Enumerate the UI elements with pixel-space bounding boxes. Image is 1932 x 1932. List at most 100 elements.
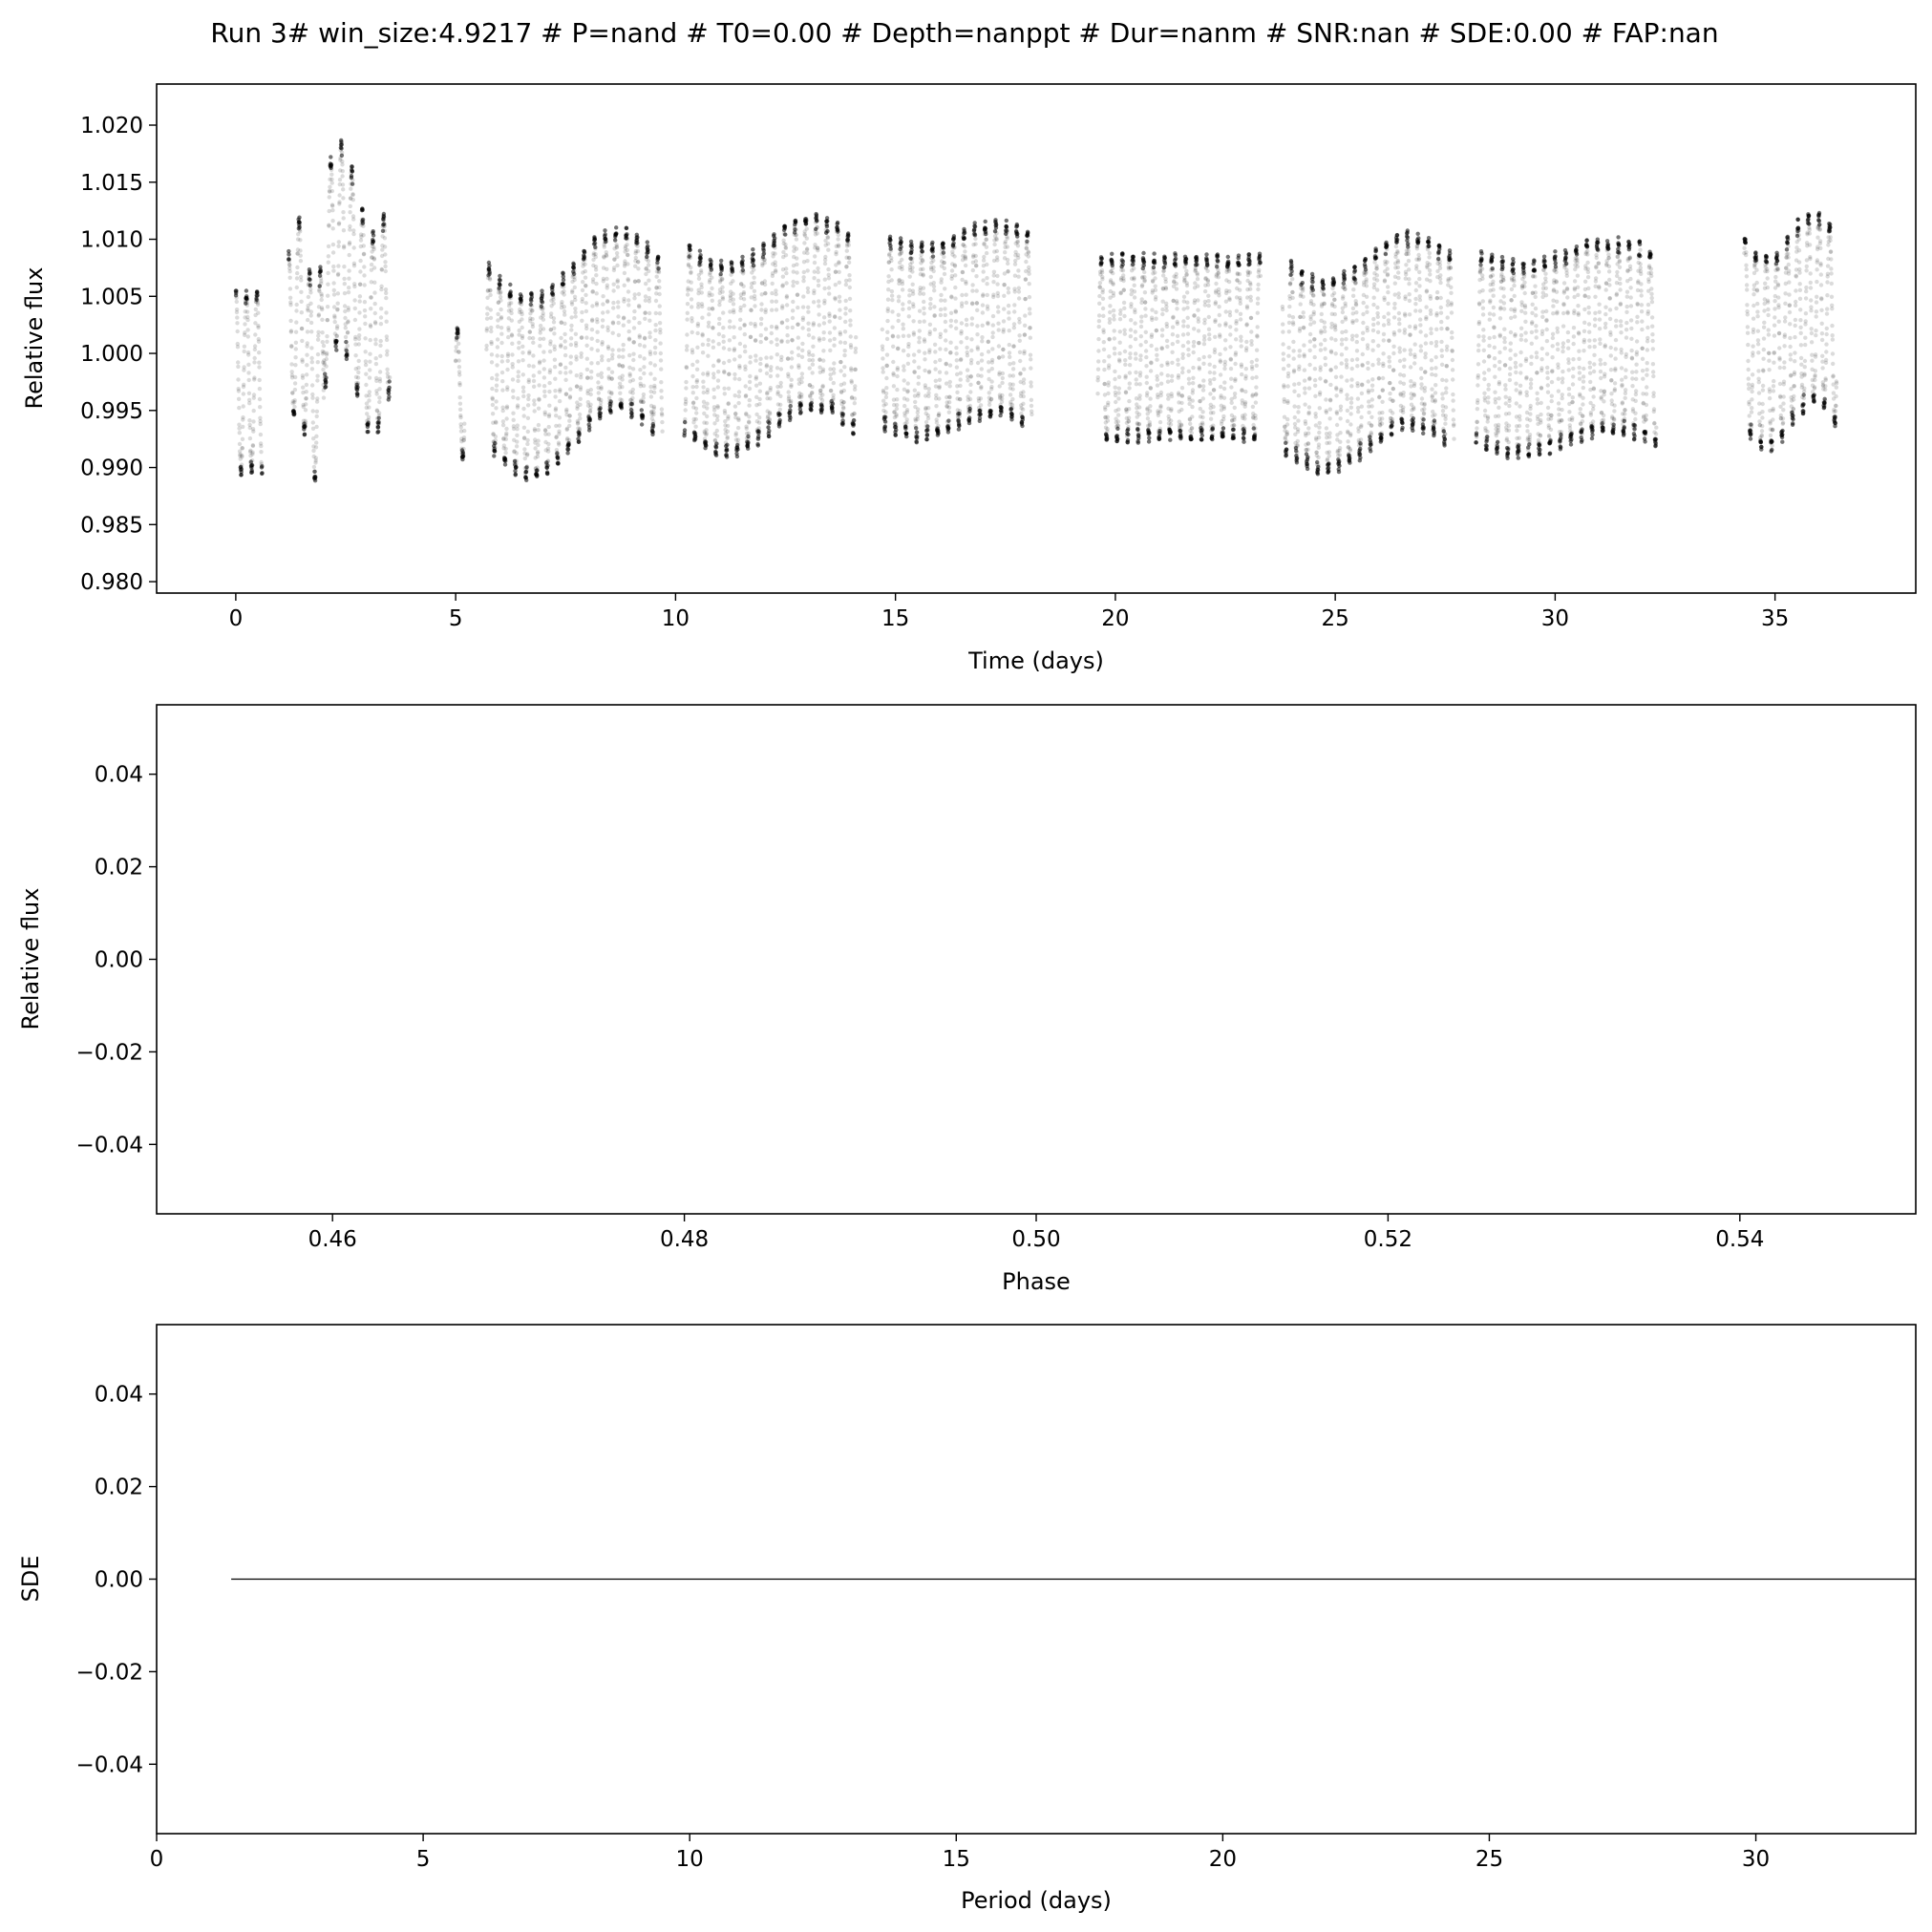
light-curve-point <box>838 299 842 304</box>
light-curve-point <box>723 423 728 428</box>
light-curve-point <box>1317 406 1323 411</box>
light-curve-point <box>1157 426 1163 431</box>
light-curve-point <box>1228 332 1233 337</box>
light-curve-point <box>627 352 632 358</box>
light-curve-point <box>704 428 709 433</box>
light-curve-point <box>1016 296 1022 301</box>
light-curve-point <box>1007 329 1011 333</box>
light-curve-point <box>937 411 942 416</box>
light-curve-point <box>323 384 329 390</box>
light-curve-point <box>1164 324 1170 329</box>
light-curve-point <box>832 326 838 330</box>
light-curve-point <box>1106 400 1111 405</box>
light-curve-point <box>456 365 462 370</box>
light-curve-point <box>1107 337 1112 342</box>
light-curve-point <box>684 365 689 370</box>
light-curve-point <box>322 358 327 363</box>
light-curve-point <box>1307 348 1312 353</box>
light-curve-point <box>1313 383 1318 388</box>
light-curve-point <box>383 287 389 292</box>
light-curve-point <box>687 251 691 256</box>
light-curve-point <box>884 352 890 357</box>
light-curve-point <box>334 338 339 344</box>
light-curve-point <box>979 367 985 372</box>
light-curve-point <box>372 244 376 250</box>
light-curve-point <box>1227 297 1232 303</box>
light-curve-point <box>581 280 585 285</box>
light-curve-point <box>796 335 800 340</box>
light-curve-point <box>682 428 688 433</box>
light-curve-point <box>293 374 298 380</box>
light-curve-point <box>377 395 382 400</box>
light-curve-point <box>247 401 252 406</box>
light-curve-point <box>658 327 663 332</box>
light-curve-point <box>548 328 553 332</box>
light-curve-point <box>1221 426 1226 431</box>
light-curve-point <box>575 418 580 424</box>
light-curve-point <box>659 407 665 412</box>
light-curve-point <box>300 338 305 344</box>
light-curve-point <box>353 367 358 372</box>
light-curve-point <box>487 264 492 268</box>
light-curve-point <box>530 308 535 313</box>
light-curve-point <box>594 281 599 287</box>
light-curve-point <box>337 202 342 206</box>
light-curve-point <box>829 388 834 393</box>
light-curve-point <box>848 345 854 350</box>
light-curve-point <box>240 446 244 451</box>
light-curve-point <box>1321 287 1326 291</box>
light-curve-point <box>967 415 972 420</box>
light-curve-point <box>484 316 490 321</box>
light-curve-point <box>1211 404 1216 410</box>
light-curve-point <box>1218 351 1222 357</box>
light-curve-point <box>1290 289 1295 295</box>
light-curve-point <box>959 329 964 334</box>
light-curve-point <box>766 425 771 430</box>
light-curve-point <box>1175 321 1180 327</box>
light-curve-point <box>343 326 348 330</box>
light-curve-point <box>736 393 741 399</box>
light-curve-point <box>626 329 631 334</box>
light-curve-point <box>720 285 725 289</box>
light-curve-point <box>351 228 356 233</box>
light-curve-point <box>330 242 336 247</box>
light-curve-point <box>1248 315 1254 321</box>
light-curve-point <box>304 396 308 401</box>
light-curve-point <box>930 247 936 253</box>
light-curve-point <box>347 242 352 246</box>
light-curve-point <box>758 333 763 338</box>
light-curve-point <box>239 462 244 467</box>
light-curve-point <box>779 320 785 325</box>
light-curve-point <box>916 407 921 412</box>
light-curve-point <box>641 392 647 397</box>
light-curve-point <box>854 335 859 340</box>
light-curve-point <box>298 238 303 243</box>
light-curve-point <box>952 244 957 249</box>
light-curve-point <box>372 290 377 295</box>
light-curve-point <box>920 244 924 248</box>
light-curve-point <box>642 365 647 370</box>
light-curve-point <box>1141 250 1146 256</box>
light-curve-point <box>715 378 721 383</box>
light-curve-point <box>1021 407 1026 412</box>
light-curve-point <box>910 282 915 287</box>
light-curve-point <box>830 410 835 415</box>
light-curve-point <box>516 378 520 384</box>
light-curve-point <box>572 285 577 290</box>
light-curve-point <box>732 347 737 351</box>
light-curve-point <box>574 354 579 359</box>
light-curve-point <box>817 299 821 304</box>
light-curve-point <box>791 279 796 285</box>
light-curve-point <box>585 391 590 396</box>
light-curve-point <box>884 386 889 391</box>
light-curve-point <box>330 226 335 231</box>
light-curve-point <box>1222 359 1228 364</box>
light-curve-point <box>504 416 509 421</box>
light-curve-point <box>965 368 970 372</box>
light-curve-point <box>387 385 393 390</box>
light-curve-point <box>1291 368 1297 372</box>
light-curve-point <box>258 441 264 446</box>
light-curve-point <box>289 344 294 350</box>
light-curve-point <box>641 399 646 405</box>
light-curve-point <box>252 360 257 365</box>
